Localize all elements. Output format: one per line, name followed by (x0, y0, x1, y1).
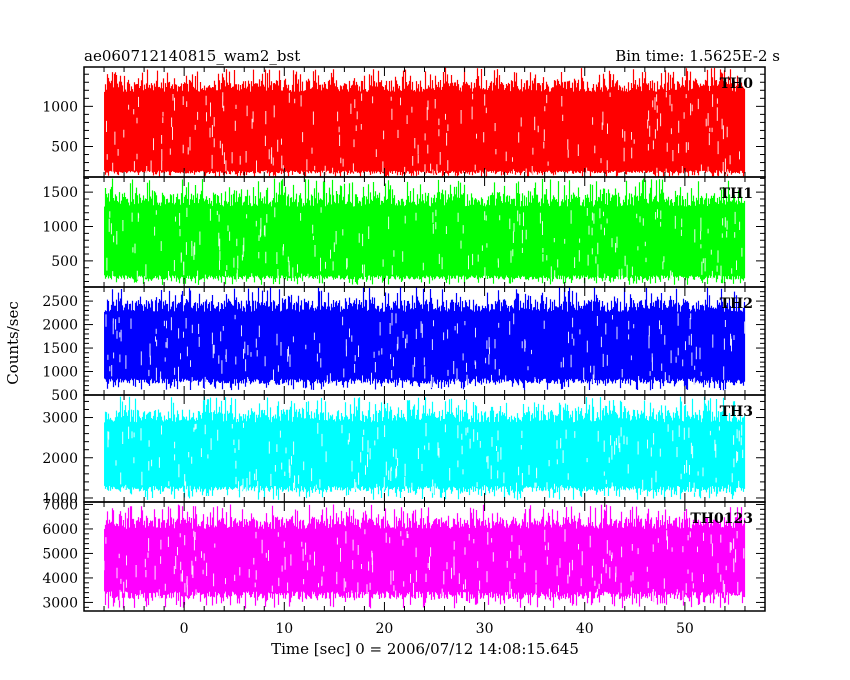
y-tick-label: 1000 (42, 220, 78, 236)
series-th1 (104, 178, 746, 287)
y-tick-label: 2000 (42, 451, 78, 467)
x-tick-label: 20 (376, 621, 394, 637)
y-tick-label: 500 (51, 139, 78, 155)
panel-label-th3: TH3 (720, 404, 753, 420)
panel-label-th0: TH0 (720, 76, 754, 92)
panel-th1: 500 1000 1500 TH1 (42, 176, 766, 288)
y-tick-label: 1500 (42, 185, 78, 201)
y-tick-label: 2500 (42, 294, 78, 310)
chart-title: ae060712140815_wam2_bst (84, 47, 300, 65)
series-noise-gaps (106, 207, 743, 287)
series-spikes (104, 396, 746, 500)
panels-group: 500 1000 TH0 500 1000 1500 TH1 500 1000 1500 2000 2… (42, 66, 766, 612)
series-th0 (104, 67, 746, 177)
series-noise-gaps (103, 529, 745, 603)
panel-label-th0123: TH0123 (690, 511, 753, 527)
x-axis-label: Time [sec] 0 = 2006/07/12 14:08:15.645 (271, 640, 579, 658)
series-noise-gaps (106, 91, 740, 177)
series-th3 (104, 396, 746, 500)
y-tick-label: 1000 (42, 365, 78, 381)
panel-th0123: 3000 4000 5000 6000 7000 TH0123 (42, 497, 766, 612)
y-tick-label: 500 (51, 388, 78, 404)
series-th0123 (103, 504, 746, 609)
x-axis: 0 10 20 30 40 50 (180, 621, 694, 637)
series-spikes (104, 178, 746, 285)
x-tick-label: 10 (275, 621, 293, 637)
y-tick-label: 5000 (42, 546, 78, 562)
y-tick-label: 7000 (42, 497, 78, 513)
bin-time-label: Bin time: 1.5625E-2 s (615, 47, 780, 65)
y-tick-label: 3000 (42, 595, 78, 611)
series-noise-gaps (107, 422, 744, 498)
y-tick-label: 1500 (42, 341, 78, 357)
y-tick-label: 4000 (42, 571, 78, 587)
y-tick-label: 1000 (42, 491, 78, 507)
series-spikes (104, 67, 746, 177)
y-axis-label: Counts/sec (4, 301, 22, 385)
y-tick-label: 6000 (42, 522, 78, 538)
panel-th3: 1000 2000 3000 TH3 (42, 394, 766, 507)
panel-label-th1: TH1 (720, 186, 753, 202)
series-th2 (104, 287, 746, 391)
series-spikes (104, 504, 746, 609)
x-tick-label: 0 (180, 621, 189, 637)
panel-label-th2: TH2 (720, 296, 753, 312)
series-noise-gaps (105, 312, 746, 391)
x-tick-label: 30 (476, 621, 494, 637)
x-tick-label: 50 (676, 621, 694, 637)
series-spikes (104, 287, 746, 391)
panel-th2: 500 1000 1500 2000 2500 TH2 (42, 286, 766, 404)
y-tick-label: 1000 (42, 99, 78, 115)
y-tick-label: 2000 (42, 318, 78, 334)
panel-th0: 500 1000 TH0 (42, 66, 766, 178)
y-tick-label: 3000 (42, 411, 78, 427)
y-tick-label: 500 (51, 254, 78, 270)
x-tick-label: 40 (576, 621, 594, 637)
